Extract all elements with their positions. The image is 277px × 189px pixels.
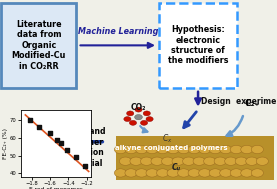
Circle shape [183, 157, 195, 165]
Text: alkyne conjugated polymers: alkyne conjugated polymers [116, 145, 228, 151]
Circle shape [119, 157, 132, 165]
Circle shape [167, 169, 179, 177]
Circle shape [199, 169, 211, 177]
Circle shape [114, 169, 127, 177]
Circle shape [220, 145, 232, 154]
Circle shape [124, 117, 131, 122]
Circle shape [146, 117, 153, 122]
Circle shape [135, 169, 148, 177]
Text: $\mathit{C_x}$: $\mathit{C_x}$ [162, 133, 173, 145]
Circle shape [135, 107, 142, 112]
Text: Cᵤ: Cᵤ [171, 163, 180, 172]
Text: Hypothesis:
electronic
structure of
the modifiers: Hypothesis: electronic structure of the … [168, 25, 228, 65]
Circle shape [140, 157, 153, 165]
Circle shape [214, 157, 226, 165]
Circle shape [178, 145, 190, 154]
X-axis label: E red of monomer
(V vs. Ag/AgCl): E red of monomer (V vs. Ag/AgCl) [29, 187, 83, 189]
Circle shape [188, 145, 200, 154]
Circle shape [199, 145, 211, 154]
Point [28, 119, 32, 122]
Circle shape [230, 169, 242, 177]
FancyBboxPatch shape [1, 3, 76, 88]
Circle shape [251, 169, 263, 177]
Text: CO₂: CO₂ [131, 103, 146, 112]
Text: Literature
data from
Organic
Modified-Cu
in CO₂RR: Literature data from Organic Modified-Cu… [12, 20, 66, 71]
Text: C₂₊-FE and
monomer
reduction
potential: C₂₊-FE and monomer reduction potential [60, 127, 106, 167]
Circle shape [251, 145, 263, 154]
Point [59, 142, 63, 145]
Circle shape [127, 111, 134, 116]
Circle shape [146, 169, 158, 177]
Circle shape [157, 169, 169, 177]
Y-axis label: FE-C₂₊ (%): FE-C₂₊ (%) [4, 128, 9, 159]
Circle shape [241, 145, 253, 154]
Circle shape [235, 157, 247, 165]
Circle shape [230, 145, 242, 154]
Circle shape [256, 157, 268, 165]
Circle shape [143, 111, 150, 116]
Text: Machine Learning: Machine Learning [78, 27, 158, 36]
Circle shape [114, 145, 127, 154]
Point [55, 138, 60, 141]
Circle shape [172, 157, 184, 165]
Circle shape [188, 169, 200, 177]
Bar [116, 136, 274, 180]
Circle shape [220, 169, 232, 177]
FancyBboxPatch shape [159, 3, 237, 88]
Point [37, 126, 41, 129]
Circle shape [204, 157, 216, 165]
Circle shape [130, 157, 142, 165]
Circle shape [209, 145, 221, 154]
Text: C₂₊: C₂₊ [244, 99, 260, 108]
Circle shape [161, 157, 174, 165]
Text: Design  experiment: Design experiment [201, 97, 277, 106]
Circle shape [125, 169, 137, 177]
Circle shape [225, 157, 237, 165]
Point [74, 156, 78, 159]
Circle shape [167, 145, 179, 154]
Circle shape [209, 169, 221, 177]
Point [83, 165, 87, 168]
Point [48, 131, 52, 134]
Circle shape [146, 145, 158, 154]
Circle shape [129, 120, 137, 125]
Circle shape [178, 169, 190, 177]
Circle shape [135, 145, 148, 154]
Circle shape [125, 145, 137, 154]
Circle shape [140, 120, 148, 125]
Point [65, 149, 69, 152]
Circle shape [157, 145, 169, 154]
Circle shape [151, 157, 163, 165]
Circle shape [135, 115, 142, 120]
Circle shape [193, 157, 205, 165]
Circle shape [241, 169, 253, 177]
Circle shape [246, 157, 258, 165]
